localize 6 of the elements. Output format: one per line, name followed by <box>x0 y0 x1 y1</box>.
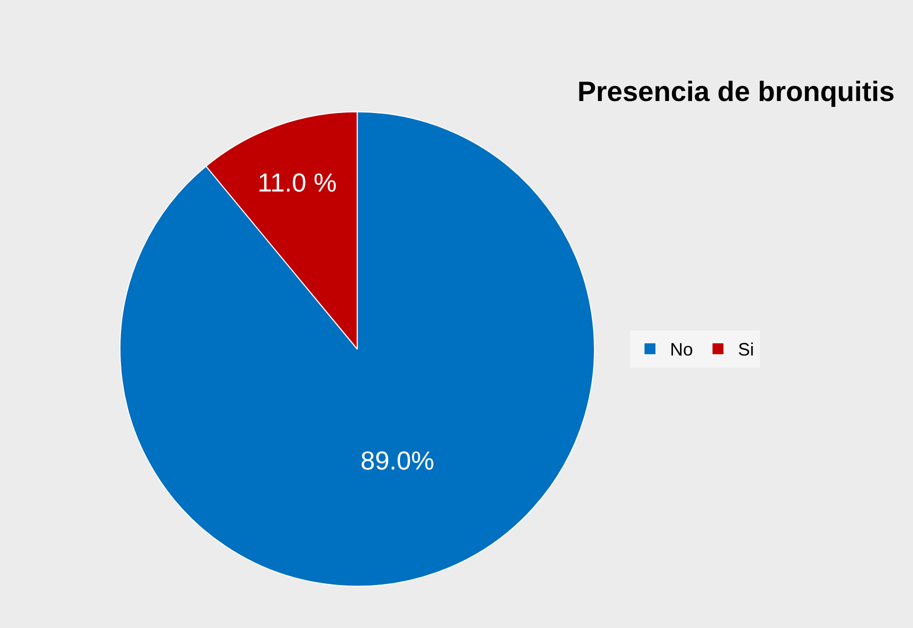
data-label: 89.0% <box>360 446 434 476</box>
legend-label: No <box>670 340 693 360</box>
legend-label: Si <box>738 340 754 360</box>
chart-title: Presencia de bronquitis <box>577 76 895 108</box>
data-label: 11.0 % <box>258 167 337 198</box>
pie-slice <box>120 111 595 587</box>
